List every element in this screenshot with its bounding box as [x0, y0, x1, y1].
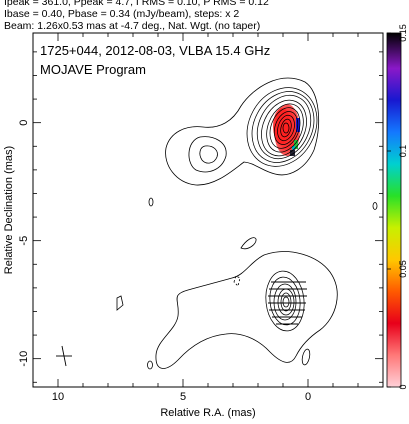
x-axis-ticks: [32, 33, 384, 387]
contour-jet-outer: [155, 251, 338, 369]
polarization-vectors: [268, 281, 307, 325]
x-axis-tick-labels: 10 5 0: [52, 391, 311, 403]
colorbar-ticks: 0 0.05 0.1 0.15: [387, 24, 408, 390]
contour-island: [301, 348, 311, 366]
dashed-negative-contour: [233, 275, 241, 287]
core-contours: [246, 87, 318, 167]
polarization-edge-dark: [290, 150, 295, 156]
colorbar-tick-label: 0: [398, 384, 408, 389]
plot-frame: [32, 32, 384, 388]
polarization-edge-cyan: [292, 146, 295, 150]
x-axis-label: Relative R.A. (mas): [160, 407, 255, 419]
x-tick-label: 0: [305, 391, 311, 403]
beam-marker: [56, 345, 72, 367]
polarization-edge-green: [294, 140, 298, 149]
x-tick-label: 10: [52, 391, 64, 403]
contour-island: [148, 197, 154, 207]
jet-contours: [265, 270, 305, 332]
colorbar-tick-label: 0.15: [398, 24, 408, 42]
contour-blob-3: [199, 145, 218, 164]
y-axis-tick-labels: 0 -5 -10: [18, 120, 30, 367]
colorbar-tick-label: 0.05: [398, 260, 408, 278]
x-tick-label: 5: [180, 391, 186, 403]
header-line-2: Ibase = 0.40, Pbase = 0.34 (mJy/beam), s…: [4, 8, 240, 20]
y-tick-label: -5: [18, 236, 30, 246]
y-tick-label: -10: [18, 351, 30, 367]
colorbar: [386, 32, 402, 388]
y-axis-label: Relative Declination (mas): [3, 146, 15, 274]
plot-title-line1: 1725+044, 2012-08-03, VLBA 15.4 GHz: [40, 43, 270, 58]
contour-island: [240, 237, 257, 250]
contour-island: [147, 360, 153, 370]
contour-island: [116, 295, 124, 311]
contour-blob-2: [188, 136, 227, 173]
contour-outer-north: [165, 77, 319, 186]
plot-title-line2: MOJAVE Program: [40, 62, 146, 77]
polarization-core-red-ext: [273, 108, 291, 144]
y-axis-ticks: [33, 51, 383, 383]
header-line-3: Beam: 1.26x0.53 mas at -4.7 deg., Nat. W…: [4, 20, 261, 32]
colorbar-tick-label: 0.1: [398, 145, 408, 158]
header-line-1: Ipeak = 361.0, Ppeak = 4.7, I RMS = 0.10…: [4, 0, 269, 8]
y-tick-label: 0: [18, 120, 30, 126]
contour-island: [372, 202, 378, 210]
contour-map: [56, 77, 378, 370]
